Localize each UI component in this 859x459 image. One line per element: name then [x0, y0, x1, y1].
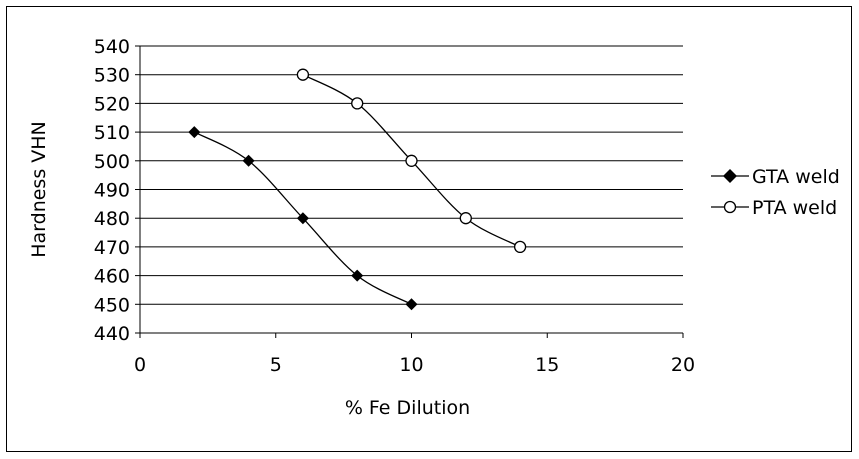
y-tick-label: 510: [94, 122, 130, 144]
y-tick-label: 450: [94, 294, 130, 316]
data-point: [459, 212, 472, 225]
data-point: [405, 154, 418, 167]
y-tick-label: 480: [94, 208, 130, 230]
x-axis-title: % Fe Dilution: [345, 397, 470, 419]
legend-label-gta: GTA weld: [752, 166, 840, 188]
axes: [135, 45, 684, 338]
legend-label-pta: PTA weld: [752, 197, 837, 219]
y-tick-label: 460: [94, 266, 130, 288]
legend: GTA weld PTA weld: [711, 166, 840, 219]
data-point: [188, 126, 201, 139]
y-tick-label: 500: [94, 151, 130, 173]
y-tick-label: 520: [94, 93, 130, 115]
y-tick-label: 470: [94, 237, 130, 259]
series-layer: [188, 68, 527, 311]
legend-item-pta: PTA weld: [711, 197, 837, 219]
data-point: [405, 298, 418, 311]
series-gta-weld: [188, 126, 418, 311]
data-point: [351, 97, 364, 110]
x-tick-label: 0: [134, 354, 146, 376]
data-point: [296, 68, 310, 81]
x-tick-label: 10: [399, 354, 423, 376]
chart-frame: 540 530 520 510 500 490 480 470 460 450 440 0 5 10 15 2…: [6, 6, 852, 452]
x-tick-label: 15: [535, 354, 559, 376]
gridlines: [140, 45, 683, 305]
x-tick-label: 5: [270, 354, 282, 376]
data-point: [296, 212, 309, 225]
data-point: [351, 269, 364, 282]
y-tick-label: 540: [94, 36, 130, 58]
legend-marker-gta: [723, 169, 737, 183]
y-tick-label: 440: [94, 323, 130, 345]
legend-item-gta: GTA weld: [711, 166, 840, 188]
legend-marker-pta: [723, 200, 737, 214]
data-point: [513, 240, 527, 254]
x-tick-label: 20: [671, 354, 695, 376]
y-tick-label: 490: [94, 180, 130, 202]
data-point: [242, 154, 255, 167]
series-pta-weld: [296, 68, 527, 254]
y-tick-label: 530: [94, 65, 130, 87]
y-axis-title: Hardness VHN: [28, 121, 50, 258]
